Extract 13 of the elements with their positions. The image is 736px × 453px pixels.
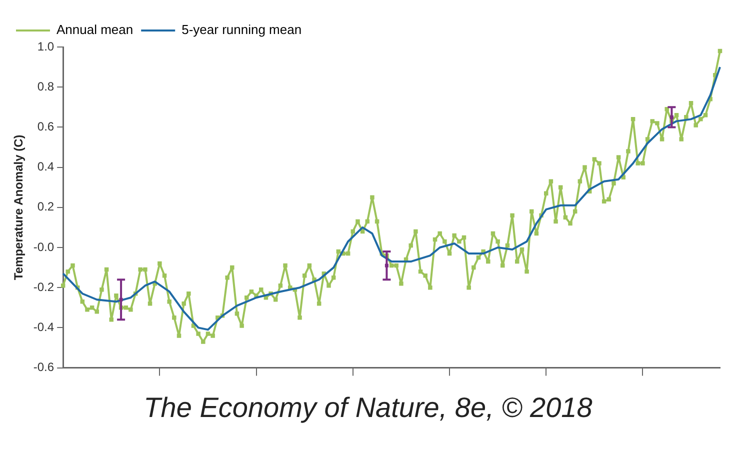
- y-tick-label: -0.0: [33, 240, 54, 254]
- y-tick-label: 0.6: [37, 120, 54, 134]
- legend-label: Annual mean: [56, 22, 134, 38]
- y-tick-label: 0.8: [37, 79, 54, 94]
- y-tick-label: -0.6: [33, 360, 54, 374]
- y-tick-label: 0.2: [37, 200, 54, 214]
- y-axis-title: Temperature Anomaly (C): [12, 134, 26, 280]
- legend-label: 5-year running mean: [182, 22, 302, 38]
- y-tick-label: 0.4: [37, 160, 54, 174]
- y-tick-label: -0.2: [33, 280, 54, 294]
- y-tick-label: -0.4: [33, 320, 54, 334]
- text: The Economy of Nature, 8e, © 2018: [142, 392, 594, 424]
- y-tick-label: 1.0: [37, 39, 54, 54]
